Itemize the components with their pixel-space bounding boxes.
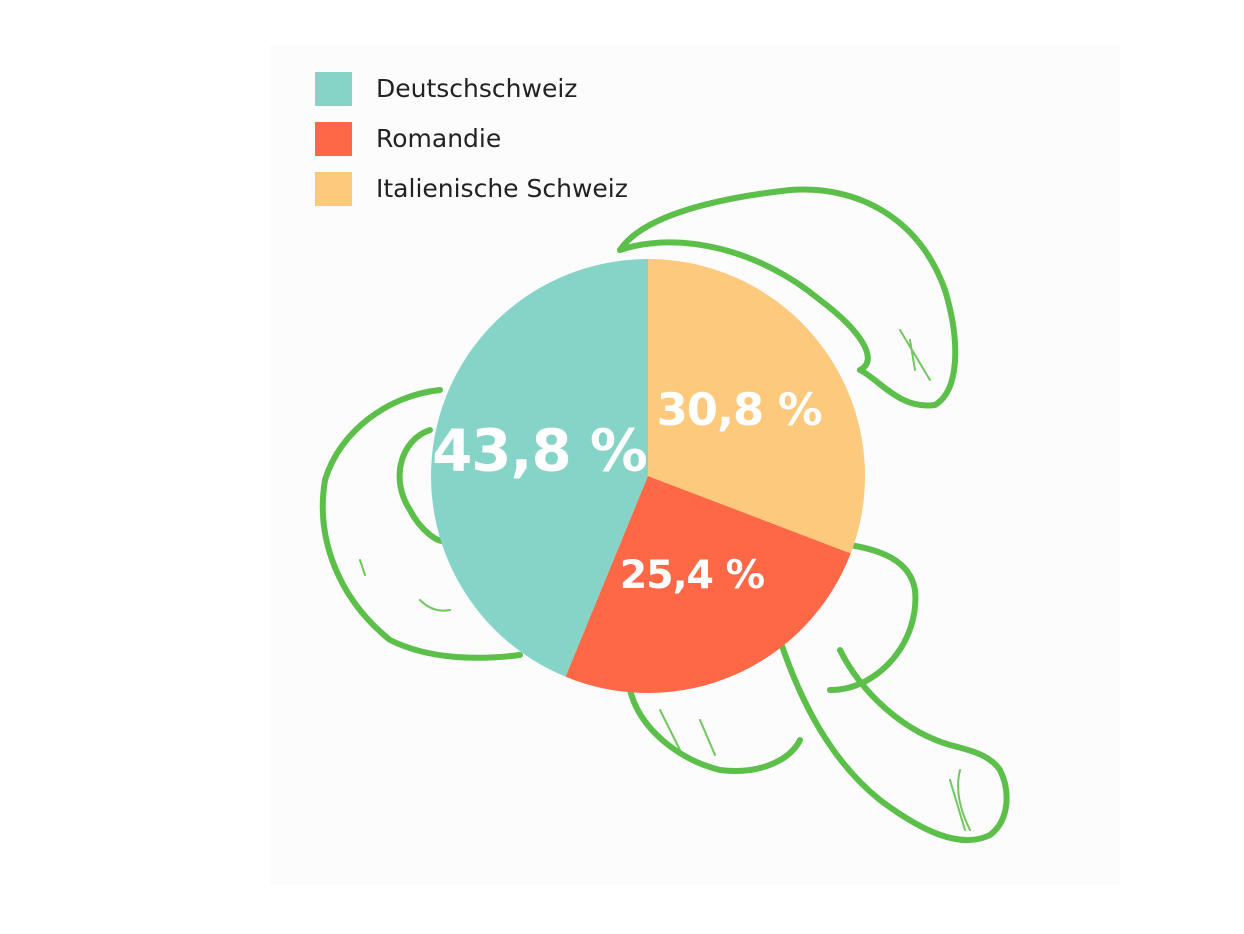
value-label: 25,4 % bbox=[620, 552, 765, 598]
legend-label: Romandie bbox=[376, 124, 501, 153]
legend: Deutschschweiz Romandie Italienische Schwe… bbox=[315, 72, 628, 206]
value-labels: 43,8 % 25,4 % 30,8 % bbox=[432, 383, 823, 598]
legend-swatch bbox=[315, 172, 352, 206]
legend-swatch bbox=[315, 122, 352, 156]
pie-slice bbox=[648, 259, 865, 554]
mushroom-illustration bbox=[319, 186, 1010, 844]
value-label: 30,8 % bbox=[657, 383, 822, 436]
pie bbox=[431, 259, 865, 693]
legend-swatch bbox=[315, 72, 352, 106]
pie-slice bbox=[431, 259, 648, 677]
pie-slice bbox=[565, 476, 851, 693]
value-label: 43,8 % bbox=[432, 417, 647, 485]
legend-label: Italienische Schweiz bbox=[376, 174, 628, 203]
legend-label: Deutschschweiz bbox=[376, 74, 577, 103]
